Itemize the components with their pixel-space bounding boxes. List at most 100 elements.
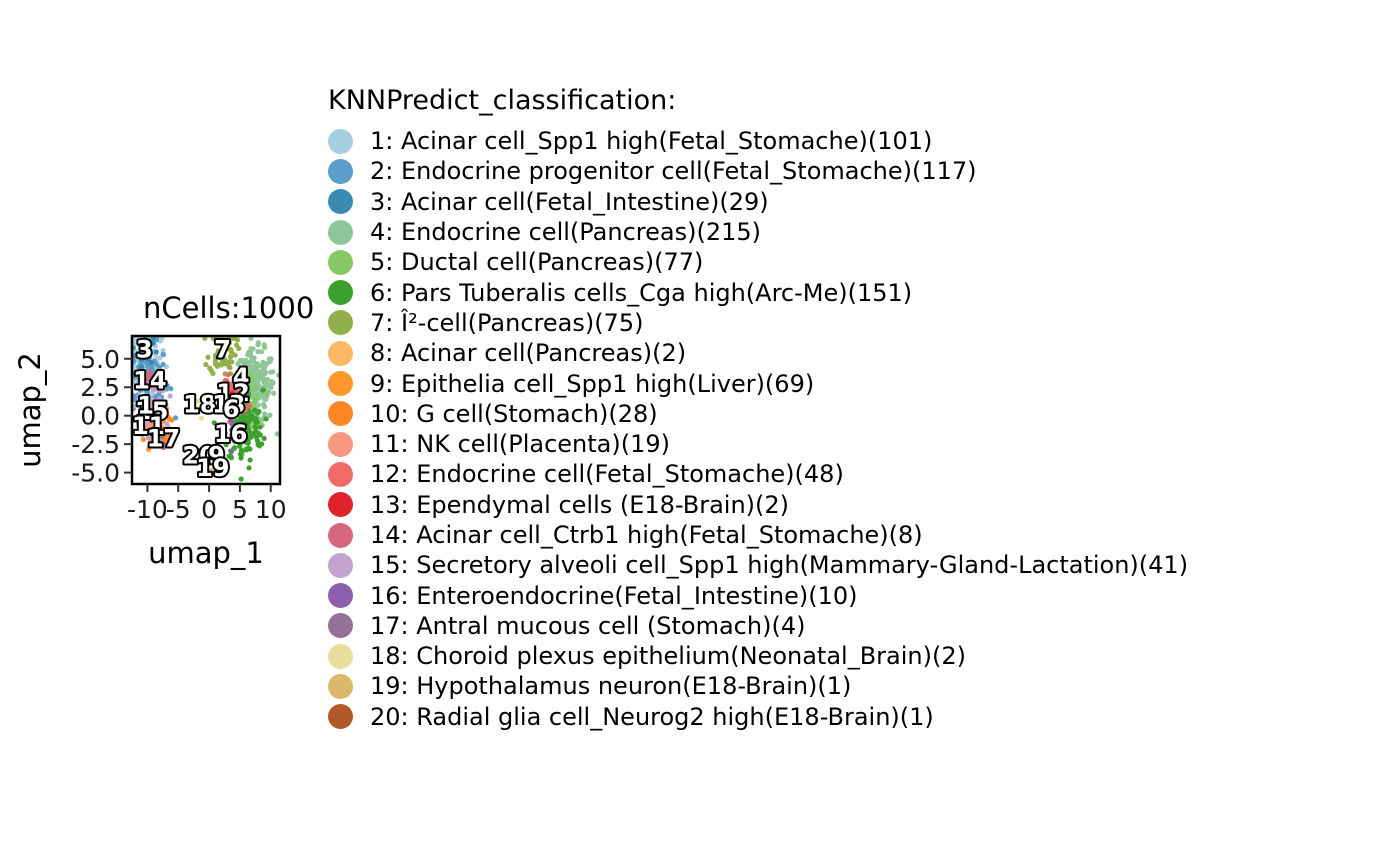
data-point [245,403,251,409]
data-point [267,358,273,365]
cluster-label: 17 [147,424,180,452]
data-point [224,402,230,408]
data-point [231,411,237,417]
data-point [198,415,204,421]
data-point [160,351,166,357]
data-point [232,437,238,443]
legend-label: 11: NK cell(Placenta)(19) [370,430,670,459]
data-point [166,416,173,422]
data-point [255,340,262,346]
data-point [240,417,247,424]
x-tick-label: 10 [255,495,287,524]
data-point [229,386,235,392]
legend-swatch [328,401,353,427]
data-point [225,390,232,396]
legend-label: 1: Acinar cell_Spp1 high(Fetal_Stomache)… [370,127,933,156]
data-point [228,382,234,388]
data-point [148,396,155,402]
data-point [234,430,240,437]
legend-item: 7: Î²-cell(Pancreas)(75) [328,308,1188,338]
data-point [253,420,259,426]
legend-swatch [328,340,353,366]
data-point [161,442,167,448]
legend-item: 9: Epithelia cell_Spp1 high(Liver)(69) [328,368,1188,398]
legend-label: 8: Acinar cell(Pancreas)(2) [370,339,687,368]
legend-swatch [328,371,353,397]
legend-swatch [328,280,353,306]
data-point [208,467,214,474]
y-tick-label: 2.5 [80,373,120,402]
data-point [160,348,166,354]
data-point [156,397,162,403]
data-point [271,390,277,396]
cluster-label: 3 [136,336,153,364]
legend-swatch [328,522,353,548]
legend-swatch [328,492,353,518]
data-point [137,354,144,360]
data-point [265,376,271,382]
legend-swatch [328,431,353,457]
data-point [237,370,243,376]
data-point [132,397,138,403]
data-point [148,359,155,366]
legend-label: 13: Ependymal cells (E18-Brain)(2) [370,490,790,519]
data-point [238,455,244,461]
legend-label: 17: Antral mucous cell (Stomach)(4) [370,611,806,640]
data-point [232,394,239,401]
data-point [195,447,201,454]
legend-label: 20: Radial glia cell_Neurog2 high(E18-Br… [370,702,934,731]
data-point [136,422,142,428]
data-point [149,401,155,407]
data-point [221,358,227,364]
data-point [263,416,269,422]
legend-swatch [328,158,353,184]
data-point [155,408,161,415]
data-point [160,388,166,394]
data-point [261,435,267,442]
data-point [159,433,165,439]
data-point [168,386,174,392]
legend-item: 15: Secretory alveoli cell_Spp1 high(Mam… [328,550,1188,580]
data-point [153,413,159,420]
data-point [242,365,248,371]
data-point [231,378,237,384]
legend-item: 14: Acinar cell_Ctrb1 high(Fetal_Stomach… [328,520,1188,550]
data-point [152,369,158,375]
data-point [270,380,276,386]
data-point [158,372,164,378]
cluster-label: 1 [137,391,154,419]
data-point [255,430,262,436]
data-point [143,419,150,425]
legend-swatch [328,128,353,154]
data-point [246,391,252,397]
y-tick-label: 5.0 [80,345,120,374]
data-point [164,421,170,427]
data-point [251,377,257,383]
legend-item: 12: Endocrine cell(Fetal_Stomache)(48) [328,459,1188,489]
legend-label: 2: Endocrine progenitor cell(Fetal_Stoma… [370,157,977,186]
data-point [223,441,229,448]
cluster-label: 11 [132,412,165,440]
data-point [255,349,261,355]
legend-item: 11: NK cell(Placenta)(19) [328,429,1188,459]
data-point [145,389,151,395]
legend-item: 13: Ependymal cells (E18-Brain)(2) [328,490,1188,520]
x-axis-title: umap_1 [148,536,264,570]
data-point [145,356,151,362]
legend-swatch [328,249,353,275]
data-point [145,434,151,441]
data-point [222,430,228,436]
legend-label: 4: Endocrine cell(Pancreas)(215) [370,218,761,247]
data-point [159,417,165,423]
data-point [251,430,257,437]
cluster-label: 12 [216,379,249,407]
data-point [238,447,245,454]
data-point [228,348,234,354]
data-point [267,412,273,418]
data-point [151,417,157,423]
data-point [260,387,266,393]
data-point [254,410,261,416]
data-point [164,436,170,443]
